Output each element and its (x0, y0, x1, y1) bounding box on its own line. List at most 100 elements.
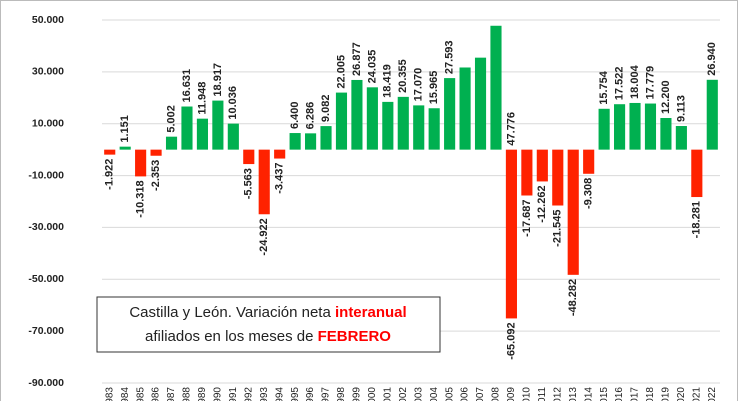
value-label: 17.070 (413, 68, 425, 102)
bar (335, 92, 348, 150)
x-tick-label: 2014 (583, 387, 594, 401)
bar (351, 79, 363, 150)
bar (413, 105, 425, 150)
bar (428, 108, 440, 150)
bar (598, 108, 610, 150)
value-label: 12.200 (660, 80, 672, 114)
y-tick-label: -90.000 (28, 377, 64, 389)
x-tick-label: 1999 (352, 387, 363, 401)
x-tick-label: 2003 (413, 387, 424, 401)
annotation-line: afiliados en los meses de FEBRERO (145, 328, 391, 345)
x-tick-label: 2006 (460, 387, 471, 401)
bar (444, 78, 456, 150)
value-label: 24.035 (366, 50, 378, 84)
y-tick-label: -30.000 (28, 221, 64, 233)
x-tick-label: 2021 (691, 387, 702, 401)
x-tick-label: 1996 (305, 387, 316, 401)
bar (660, 118, 672, 150)
annotation-box (96, 296, 441, 353)
x-tick-label: 2022 (707, 387, 718, 401)
x-tick-label: 1990 (213, 387, 224, 401)
bar (567, 149, 579, 275)
value-label: 6.400 (289, 102, 301, 130)
value-label: 9.113 (675, 95, 687, 122)
x-tick-label: 1987 (166, 387, 177, 401)
bar (181, 106, 193, 150)
value-label: -3.437 (274, 163, 286, 194)
value-label: 6.286 (304, 102, 316, 130)
value-label: 9.082 (320, 95, 332, 123)
value-label: 47.776 (505, 112, 517, 146)
x-tick-label: 1997 (321, 387, 332, 401)
annotation-line: Castilla y León. Variación neta interanu… (129, 304, 406, 321)
bar (397, 96, 409, 150)
bar (305, 133, 317, 150)
bar (536, 149, 548, 182)
value-label: 26.877 (351, 42, 363, 76)
bar (289, 133, 301, 150)
bar (644, 103, 657, 150)
x-tick-label: 1992 (243, 387, 254, 401)
bar (629, 102, 641, 150)
bar (490, 25, 502, 150)
bar (119, 146, 131, 150)
value-label: -65.092 (505, 322, 517, 359)
y-tick-label: -50.000 (28, 273, 64, 285)
x-tick-label: 2013 (568, 387, 579, 401)
x-tick-label: 2008 (491, 387, 502, 401)
annotation-text: afiliados en los meses de (145, 328, 318, 345)
value-label: 18.419 (382, 64, 394, 98)
bar (196, 118, 208, 150)
plot: -90.000 -70.000 -50.000 -30.000 -10.000 10.00… (28, 14, 720, 401)
y-tick-label: -70.000 (28, 325, 64, 337)
value-label: 16.631 (181, 69, 193, 103)
x-tick-label: 1995 (290, 387, 301, 401)
value-label: 11.948 (196, 82, 208, 115)
value-label: 15.965 (428, 71, 440, 105)
x-tick-label: 1991 (228, 387, 239, 401)
value-label: -2.353 (150, 160, 162, 191)
x-tick-label: 1985 (135, 387, 146, 401)
bar (366, 87, 378, 150)
x-tick-label: 2019 (661, 387, 672, 401)
value-label: 10.036 (227, 86, 239, 120)
x-tick-label: 2016 (614, 387, 625, 401)
bar (675, 126, 687, 150)
value-label: -17.687 (521, 200, 533, 237)
value-label: 17.779 (644, 66, 656, 100)
x-tick-label: 2002 (398, 387, 409, 401)
x-tick-label: 2001 (382, 387, 393, 401)
bar (706, 79, 718, 150)
x-tick-label: 1984 (120, 387, 131, 401)
bar (382, 101, 394, 150)
bar (583, 149, 595, 174)
bar (212, 100, 224, 150)
x-tick-label: 2017 (630, 387, 641, 401)
bar (274, 149, 286, 159)
bar (474, 57, 487, 150)
annotation-highlight: FEBRERO (318, 328, 392, 345)
value-label: 22.005 (335, 55, 347, 89)
bar (150, 149, 162, 156)
x-tick-label: 2010 (522, 387, 533, 401)
x-tick-label: 2012 (552, 387, 563, 401)
value-label: 15.754 (598, 70, 610, 105)
value-label: -48.282 (567, 279, 579, 316)
x-tick-label: 2005 (444, 387, 455, 401)
value-label: 5.002 (165, 105, 177, 133)
bar (691, 149, 703, 198)
x-tick-label: 2018 (645, 387, 656, 401)
bar (227, 123, 239, 150)
bar (165, 136, 178, 150)
value-label: -9.308 (583, 178, 595, 209)
x-tick-label: 2004 (429, 387, 440, 401)
x-tick-label: 1994 (274, 387, 285, 401)
y-tick-label: -10.000 (28, 169, 64, 181)
value-label: 20.355 (397, 59, 409, 93)
bar (258, 149, 270, 215)
x-tick-label: 2020 (676, 387, 687, 401)
value-label: 17.522 (613, 67, 625, 101)
value-label: -18.281 (691, 201, 703, 238)
value-label: 18.917 (212, 63, 224, 97)
